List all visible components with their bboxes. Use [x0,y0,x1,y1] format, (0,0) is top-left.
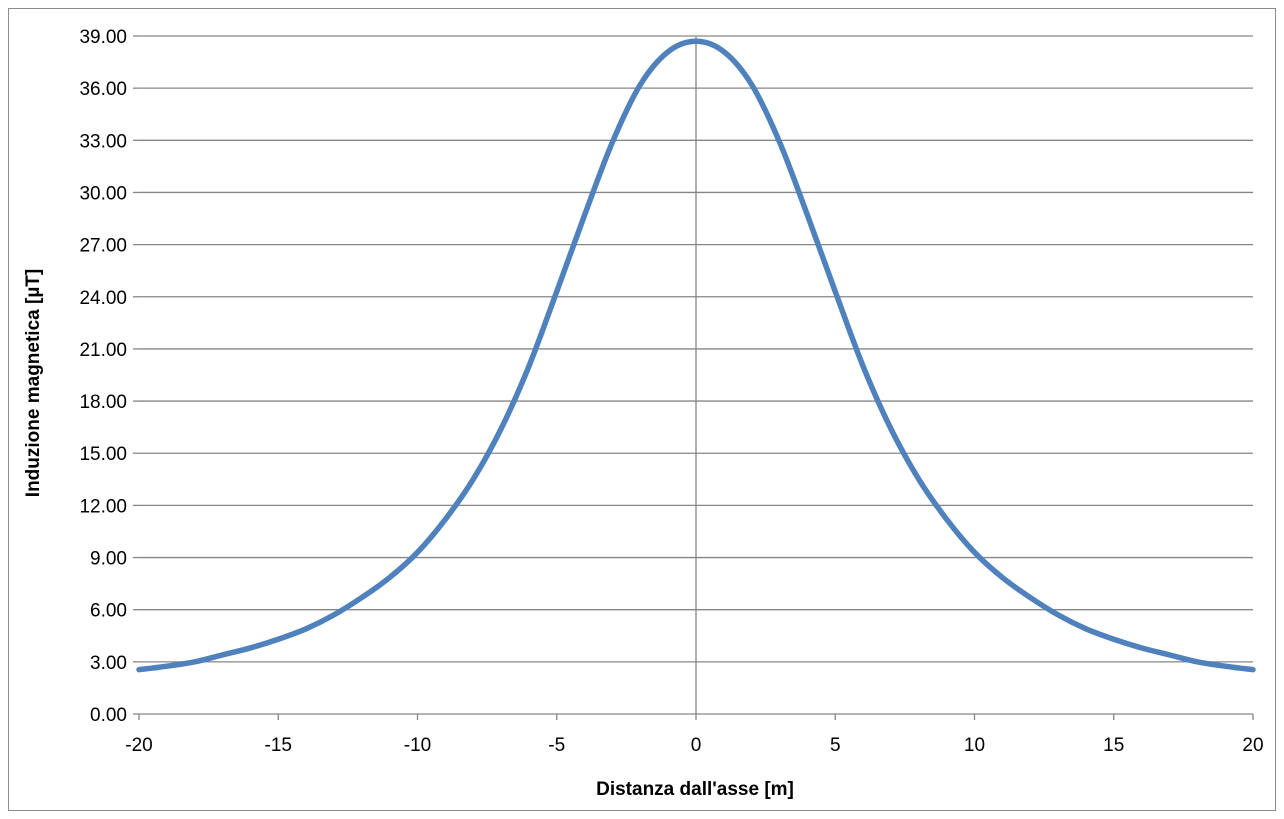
y-tick-label: 39.00 [79,27,127,48]
chart-svg: 0.00 3.00 6.00 9.00 12.00 15.00 18.00 21.00 24.0… [23,27,1264,800]
axes [133,35,1254,720]
y-tick-label: 27.00 [79,236,127,257]
x-tick-label: -20 [125,735,152,756]
y-tick-label: 21.00 [79,340,127,361]
x-tick-label: 0 [691,735,702,756]
y-tick-label: 6.00 [90,601,127,622]
x-axis-title: Distanza dall'asse [m] [596,779,794,800]
y-axis-title: Induzione magnetica [µT] [23,269,44,497]
y-tick-label: 24.00 [79,288,127,309]
x-tick-label: 20 [1242,735,1263,756]
x-tick-label: -10 [404,735,431,756]
x-tick-label: -5 [548,735,565,756]
y-tick-label: 18.00 [79,392,127,413]
y-tick-label: 36.00 [79,79,127,100]
y-tick-label: 9.00 [90,549,127,570]
y-tick-label: 15.00 [79,444,127,465]
x-tick-label: 5 [830,735,841,756]
series-layer [136,38,1256,673]
chart-frame: 0.00 3.00 6.00 9.00 12.00 15.00 18.00 21.00 24.0… [8,8,1276,811]
x-tick-label: -15 [265,735,292,756]
y-tick-label: 30.00 [79,183,127,204]
x-tick-label: 15 [1103,735,1124,756]
y-tick-labels: 0.00 3.00 6.00 9.00 12.00 15.00 18.00 21.00 24.0… [79,27,127,726]
y-tick-label: 0.00 [90,705,127,726]
y-tick-label: 3.00 [90,653,127,674]
series-line [136,38,1256,673]
x-tick-labels: -20 -15 -10 -5 0 5 10 15 20 [125,735,1263,756]
y-tick-label: 33.00 [79,131,127,152]
y-tick-label: 12.00 [79,496,127,517]
x-tick-label: 10 [964,735,985,756]
